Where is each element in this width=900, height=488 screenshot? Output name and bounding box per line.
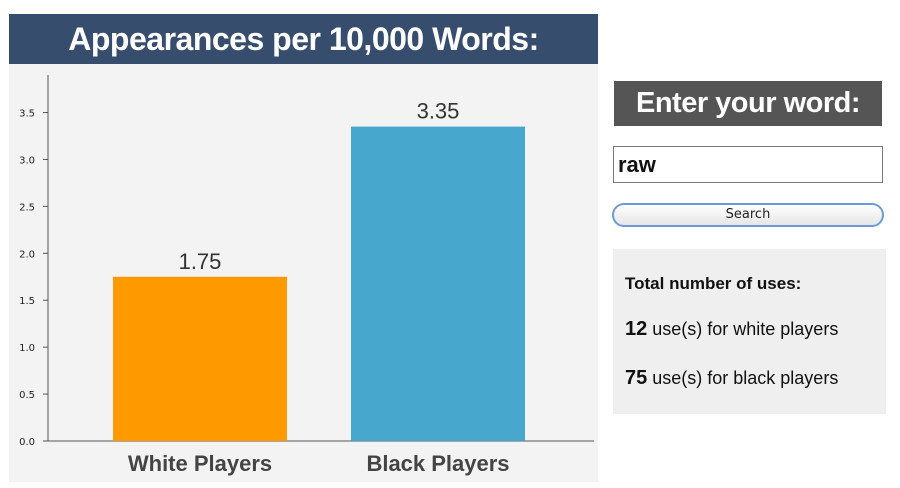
black-uses-label: use(s) for black players <box>647 368 839 388</box>
word-input[interactable] <box>613 146 883 183</box>
x-category-label: White Players <box>128 451 272 476</box>
y-tick-label: 1.0 <box>19 343 35 354</box>
y-tick-label: 3.0 <box>19 155 35 166</box>
chart-title: Appearances per 10,000 Words: <box>9 14 598 64</box>
black-uses-row: 75 use(s) for black players <box>625 367 838 390</box>
chart-panel: 0.0 0.5 1.0 1.5 2.0 2.5 3.0 3.5 1.75 White Player… <box>9 14 598 482</box>
search-button[interactable]: Search <box>612 203 884 227</box>
bar-white-players <box>113 276 287 441</box>
white-uses-label: use(s) for white players <box>647 319 839 339</box>
y-tick-label: 2.0 <box>19 249 35 260</box>
bar-value-label: 3.35 <box>417 99 460 124</box>
x-category-label: Black Players <box>366 451 509 476</box>
y-tick-label: 1.5 <box>19 296 35 307</box>
totals-title: Total number of uses: <box>625 274 802 293</box>
search-header: Enter your word: <box>614 81 882 126</box>
y-tick-label: 0.0 <box>19 437 35 448</box>
white-uses-count: 12 <box>625 318 648 340</box>
totals-panel: Total number of uses: 12 use(s) for whit… <box>613 249 886 414</box>
y-tick-label: 3.5 <box>19 109 35 120</box>
white-uses-row: 12 use(s) for white players <box>625 318 838 341</box>
bar-black-players <box>351 126 525 441</box>
bar-chart: 0.0 0.5 1.0 1.5 2.0 2.5 3.0 3.5 1.75 White Player… <box>19 75 594 476</box>
y-tick-label: 2.5 <box>19 202 35 213</box>
black-uses-count: 75 <box>625 367 648 389</box>
y-tick-label: 0.5 <box>19 390 35 401</box>
bar-value-label: 1.75 <box>179 249 222 274</box>
